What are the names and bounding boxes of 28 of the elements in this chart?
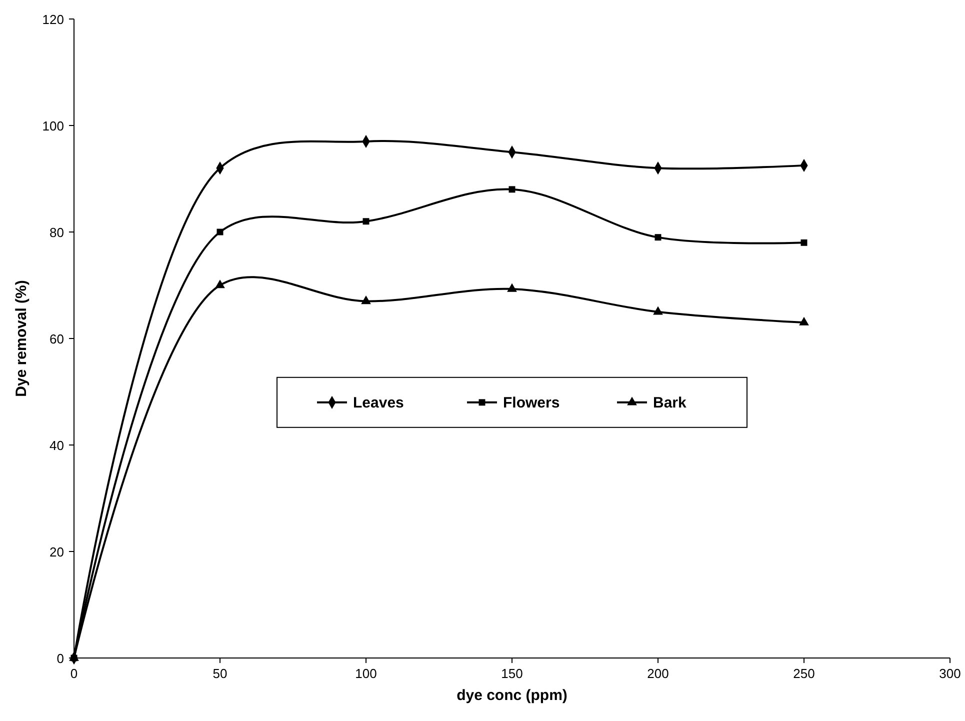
point <box>361 296 371 304</box>
x-tick-label: 100 <box>355 666 377 681</box>
legend-label: Flowers <box>503 394 560 412</box>
x-axis-title: dye conc (ppm) <box>456 687 568 704</box>
x-tick-label: 0 <box>70 666 78 681</box>
x-tick-label: 150 <box>501 666 523 681</box>
x-tick-label: 300 <box>939 666 961 681</box>
point <box>800 239 808 246</box>
point <box>507 283 517 292</box>
y-tick-label: 0 <box>56 651 64 666</box>
y-tick-label: 100 <box>42 118 64 134</box>
point <box>215 280 225 288</box>
y-tick-label: 20 <box>50 544 64 560</box>
legend-label: Bark <box>653 394 688 412</box>
y-tick-label: 80 <box>50 225 64 240</box>
x-tick-label: 50 <box>212 666 228 681</box>
y-tick-label: 40 <box>50 438 64 453</box>
y-tick-label: 60 <box>50 332 64 346</box>
point <box>653 306 663 315</box>
legend-label: Leaves <box>353 394 404 412</box>
x-tick-label: 250 <box>793 666 815 681</box>
point <box>508 186 516 193</box>
point <box>654 234 662 241</box>
x-tick-label: 200 <box>647 666 669 681</box>
point <box>362 218 370 225</box>
y-tick-label: 120 <box>42 12 64 27</box>
y-axis-title: Dye removal (%) <box>13 280 30 397</box>
point <box>799 316 809 326</box>
